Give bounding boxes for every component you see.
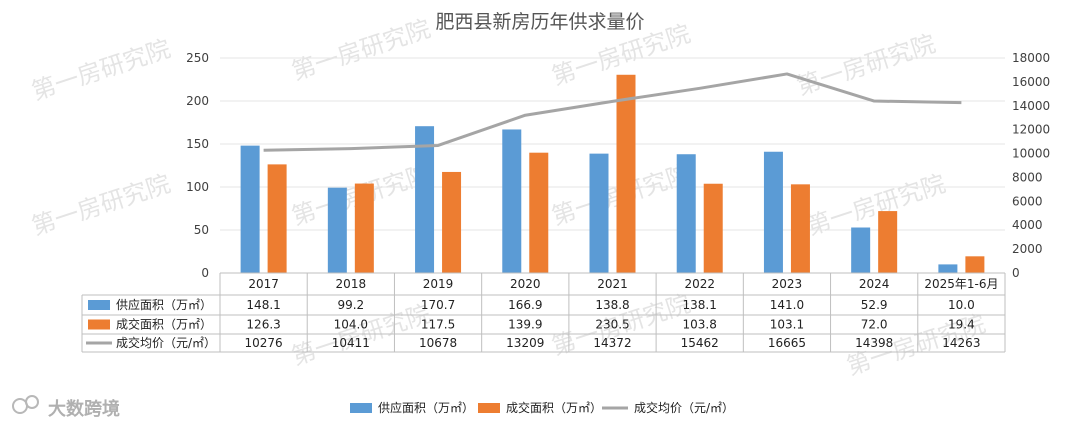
brand-logo: 大数跨境 [12, 395, 120, 420]
legend-label: 供应面积（万㎡） [378, 400, 474, 415]
data-label: 14372 [593, 336, 631, 350]
legend-label: 成交面积（万㎡） [506, 400, 602, 415]
data-label: 13209 [506, 336, 544, 350]
data-table: 2017 2018 2019 2020 2021 2022 2023 2024 2025年1-6… [81, 272, 1006, 353]
sales-bar [703, 183, 723, 273]
y-left-tick-label: 100 [186, 180, 209, 194]
data-label: 230.5 [595, 318, 629, 332]
watermark-text: 第一房研究院 [288, 15, 434, 86]
data-label: 103.1 [770, 318, 804, 332]
sales-bar [354, 183, 374, 273]
legend-swatch [478, 403, 500, 413]
y-right-tick-label: 2000 [1012, 242, 1043, 256]
data-label: 141.0 [770, 298, 804, 312]
data-label: 126.3 [246, 318, 280, 332]
x-tick-label: 2019 [423, 277, 454, 291]
y-right-tick-label: 0 [1012, 266, 1020, 280]
x-tick-label: 2025年1-6月 [924, 277, 998, 291]
table-legend-swatch [88, 319, 110, 330]
data-label: 15462 [681, 336, 719, 350]
data-label: 117.5 [421, 318, 455, 332]
data-label: 166.9 [508, 298, 542, 312]
y-left-tick-label: 0 [201, 266, 209, 280]
brand-logo-icon [12, 398, 28, 414]
y-left-tick-label: 250 [186, 51, 209, 65]
legend: 供应面积（万㎡） 成交面积（万㎡） 成交均价（元/㎡） [350, 400, 734, 415]
sales-bar [790, 184, 810, 273]
y-right-tick-label: 12000 [1012, 123, 1050, 137]
y-axis-right: 0 2000 4000 6000 8000 10000 12000 14000 16000 180… [1012, 51, 1050, 280]
supply-bar [415, 126, 435, 273]
data-label: 138.1 [683, 298, 717, 312]
supply-bar [851, 227, 871, 273]
x-tick-label: 2022 [684, 277, 715, 291]
data-label: 104.0 [334, 318, 368, 332]
legend-swatch [350, 403, 372, 413]
y-right-tick-label: 10000 [1012, 147, 1050, 161]
x-tick-label: 2023 [772, 277, 803, 291]
x-tick-label: 2024 [859, 277, 890, 291]
supply-bar [327, 187, 347, 273]
watermark-text: 第一房研究院 [28, 170, 174, 241]
table-series-label: 供应面积（万㎡） [116, 297, 212, 312]
data-label: 99.2 [337, 298, 364, 312]
y-left-tick-label: 50 [194, 223, 209, 237]
price-line [263, 72, 962, 152]
y-right-tick-label: 18000 [1012, 51, 1050, 65]
sales-bar [616, 74, 636, 274]
chart-title: 肥西县新房历年供求量价 [435, 11, 644, 33]
data-label: 139.9 [508, 318, 542, 332]
data-label: 103.8 [683, 318, 717, 332]
supply-bar [589, 153, 609, 273]
bars [240, 74, 985, 274]
y-axis-left: 0 50 100 150 200 250 [186, 51, 209, 280]
sales-bar [267, 164, 287, 273]
sales-bar [965, 256, 985, 273]
data-label: 148.1 [246, 298, 280, 312]
data-label: 14263 [942, 336, 980, 350]
watermark-text: 第一房研究院 [793, 30, 939, 101]
price-line-path [263, 72, 962, 152]
y-right-tick-label: 14000 [1012, 99, 1050, 113]
data-label: 10276 [245, 336, 283, 350]
y-right-tick-label: 6000 [1012, 194, 1043, 208]
data-label: 10.0 [948, 298, 975, 312]
supply-bar [938, 264, 958, 273]
brand-text: 大数跨境 [48, 398, 120, 420]
supply-bar [763, 151, 783, 273]
y-right-tick-label: 8000 [1012, 170, 1043, 184]
y-left-tick-label: 150 [186, 137, 209, 151]
data-label: 16665 [768, 336, 806, 350]
data-label: 52.9 [861, 298, 888, 312]
data-label: 19.4 [948, 318, 975, 332]
data-label: 10678 [419, 336, 457, 350]
watermark-text: 第一房研究院 [28, 35, 174, 106]
sales-bar [442, 171, 462, 273]
legend-label: 成交均价（元/㎡） [634, 400, 734, 415]
supply-bar [502, 129, 522, 273]
x-tick-label: 2020 [510, 277, 541, 291]
y-left-tick-label: 200 [186, 94, 209, 108]
brand-logo-icon [25, 395, 39, 409]
data-label: 10411 [332, 336, 370, 350]
y-right-tick-label: 16000 [1012, 75, 1050, 89]
table-legend-swatch [88, 300, 110, 310]
data-label: 170.7 [421, 298, 455, 312]
x-tick-label: 2017 [248, 277, 279, 291]
data-label: 138.8 [595, 298, 629, 312]
table-series-label: 成交面积（万㎡） [116, 317, 212, 332]
y-right-tick-label: 4000 [1012, 218, 1043, 232]
x-tick-label: 2018 [336, 277, 367, 291]
sales-bar [878, 211, 898, 273]
data-label: 14398 [855, 336, 893, 350]
data-label: 72.0 [861, 318, 888, 332]
sales-bar [529, 152, 549, 273]
table-series-label: 成交均价（元/㎡） [116, 335, 216, 350]
x-tick-label: 2021 [597, 277, 628, 291]
supply-bar [676, 154, 696, 273]
supply-bar [240, 145, 260, 273]
